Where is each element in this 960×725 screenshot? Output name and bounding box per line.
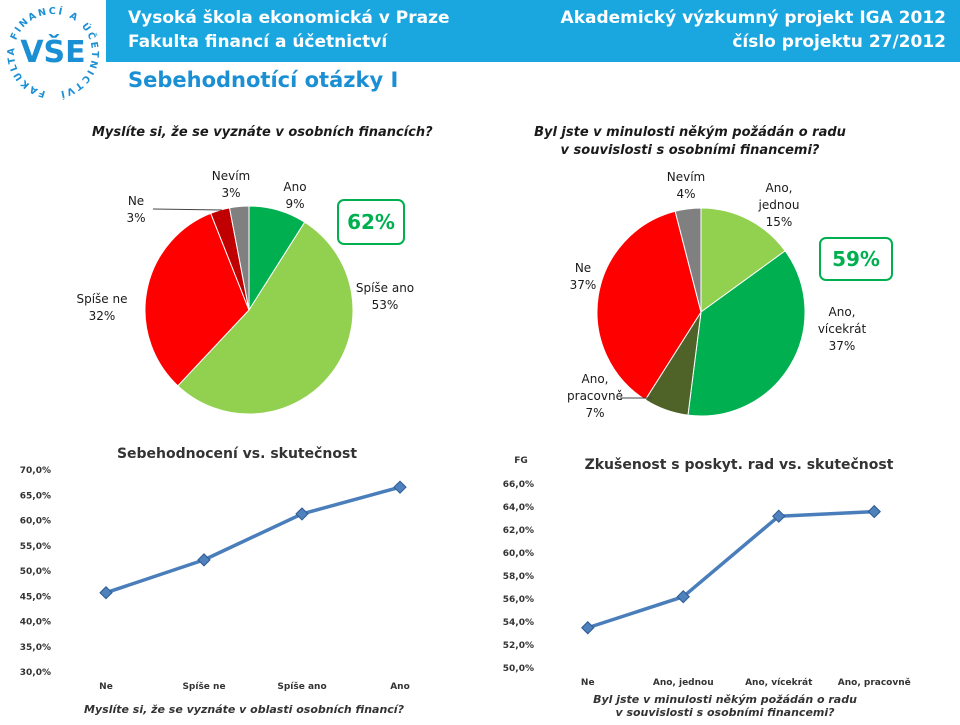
pie2-slice-ano-jednou bbox=[700, 207, 786, 313]
line2-series-line bbox=[587, 509, 875, 630]
pie2-slice-nevím bbox=[674, 207, 702, 313]
header-bar bbox=[0, 0, 960, 62]
line1-xtick: Ano bbox=[390, 682, 410, 692]
school-name: Vysoká škola ekonomická v Praze bbox=[128, 8, 450, 28]
line2-point bbox=[581, 621, 595, 635]
line2-ytick: 60,0% bbox=[503, 549, 534, 559]
pie1-label-nevím: Nevím 3% bbox=[212, 169, 250, 200]
line2-ytick: 62,0% bbox=[503, 526, 534, 536]
line2-point bbox=[676, 589, 690, 604]
vse-logo-icon: FAKULTA FINANCÍ A ÚČETNICTVÍ VŠE bbox=[6, 5, 98, 100]
line2-ytick: 52,0% bbox=[503, 641, 534, 651]
line1-point bbox=[393, 480, 407, 494]
line1-ytick: 35,0% bbox=[20, 643, 51, 653]
pie1-label-ano: Ano 9% bbox=[283, 180, 306, 211]
pie2-badge bbox=[819, 237, 893, 281]
pie1-slice-spíše-ne bbox=[144, 212, 250, 387]
line1-ytick: 55,0% bbox=[20, 542, 51, 552]
line2-title: Zkušenost s poskyt. rad vs. skutečnost bbox=[585, 457, 894, 473]
project-number: číslo projektu 27/2012 bbox=[732, 32, 946, 52]
pie2-slice-ano-vícekrát bbox=[687, 250, 806, 417]
line1-xtick: Spíše ne bbox=[182, 681, 225, 692]
pie1-slice-nevím bbox=[228, 205, 250, 311]
pie1-badge bbox=[337, 199, 405, 245]
pie2-question-line1: Byl jste v minulosti někým požádán o rad… bbox=[534, 125, 846, 140]
pie2-slice-ne bbox=[596, 210, 702, 401]
faculty-name: Fakulta financí a účetnictví bbox=[128, 32, 388, 52]
line2-ytick: 50,0% bbox=[503, 664, 534, 674]
line2-ylabel: FG bbox=[514, 456, 528, 466]
pie2-label-nevím: Nevím 4% bbox=[667, 170, 705, 201]
line1-ytick: 40,0% bbox=[20, 618, 51, 628]
line2-xtick: Ano, jednou bbox=[653, 678, 714, 688]
pie2-label-ano-pracovně: Ano, pracovně 7% bbox=[567, 372, 623, 420]
pie1-leader-ne bbox=[152, 208, 223, 211]
line2-point bbox=[772, 509, 786, 523]
pie2-label-ne: Ne 37% bbox=[570, 261, 597, 292]
project-name: Akademický výzkumný projekt IGA 2012 bbox=[560, 8, 946, 28]
line2-point bbox=[867, 504, 881, 519]
line1-ytick: 70,0% bbox=[20, 466, 51, 476]
line1-point bbox=[295, 507, 309, 521]
line1-title: Sebehodnocení vs. skutečnost bbox=[117, 446, 357, 462]
line1-point bbox=[197, 553, 211, 567]
line1-point bbox=[99, 586, 113, 600]
pie2-question: Byl jste v minulosti někým požádán o rad… bbox=[530, 124, 850, 160]
line2-ytick: 56,0% bbox=[503, 595, 534, 605]
line1-xtick: Ne bbox=[99, 682, 113, 692]
pie2-label-ano-jednou: Ano, jednou 15% bbox=[758, 181, 800, 229]
logo-text: VŠE bbox=[20, 33, 85, 70]
line1-series-line bbox=[105, 485, 401, 595]
line1-ytick: 65,0% bbox=[20, 491, 51, 501]
line2-ytick: 58,0% bbox=[503, 572, 534, 582]
slide-title: Sebehodnotící otázky I bbox=[128, 68, 399, 92]
pie1-slice-spíše-ano bbox=[177, 221, 354, 415]
line2-xtick: Ano, pracovně bbox=[838, 677, 911, 688]
line1-ytick: 30,0% bbox=[20, 668, 51, 678]
pie1-label-spíše-ano: Spíše ano 53% bbox=[356, 281, 414, 312]
pie1-badge-text: 62% bbox=[347, 210, 395, 234]
pie2-label-ano-vícekrát: Ano, vícekrát 37% bbox=[818, 305, 867, 353]
line2-ytick: 66,0% bbox=[503, 480, 534, 490]
line1-ytick: 45,0% bbox=[20, 592, 51, 602]
line2-xtick: Ano, vícekrát bbox=[745, 678, 813, 688]
line1-xlabel: Myslíte si, že se vyznáte v oblasti osob… bbox=[84, 703, 405, 716]
line1-xtick: Spíše ano bbox=[277, 681, 326, 692]
line2-xtick: Ne bbox=[581, 678, 595, 688]
pie1-question: Myslíte si, že se vyznáte v osobních fin… bbox=[92, 125, 433, 140]
pie2-question-line2: v souvislosti s osobními financemi? bbox=[560, 143, 820, 158]
line2-ytick: 54,0% bbox=[503, 618, 534, 628]
pie2-badge-text: 59% bbox=[832, 247, 880, 271]
logo: FAKULTA FINANCÍ A ÚČETNICTVÍ VŠE bbox=[0, 0, 106, 104]
line1-ytick: 50,0% bbox=[20, 567, 51, 577]
line1-ytick: 60,0% bbox=[20, 517, 51, 527]
pie1-label-ne: Ne 3% bbox=[126, 194, 145, 225]
pie1-label-spíše-ne: Spíše ne 32% bbox=[76, 292, 127, 323]
line2-ytick: 64,0% bbox=[503, 503, 534, 513]
line2-xlabel: Byl jste v minulosti někým požádán o rad… bbox=[593, 693, 857, 719]
